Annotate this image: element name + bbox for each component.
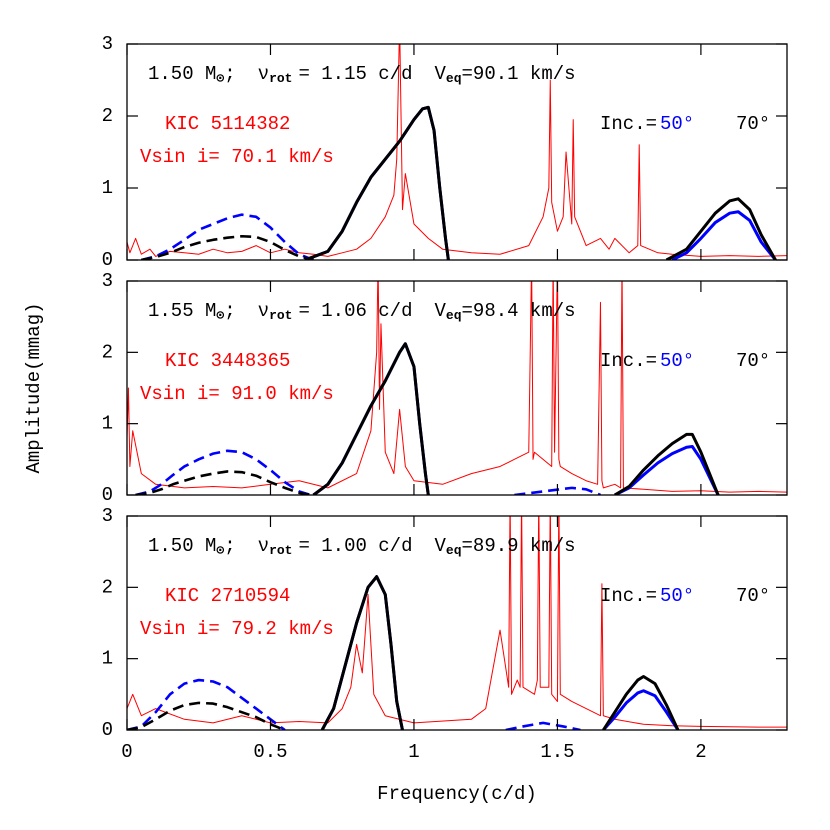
vsini-label: Vsin i= 91.0 km/s: [140, 383, 334, 405]
frame: [126, 43, 788, 261]
annotation-part: V: [435, 63, 447, 85]
y-tick-label: 1: [102, 413, 113, 435]
plot-area: [127, 516, 787, 730]
annotation-part: rot: [269, 308, 292, 323]
legend-title: Inc.=: [600, 585, 657, 607]
annotation-part: =89.9 km/s: [462, 535, 576, 557]
x-tick-label: 0: [121, 741, 132, 763]
annotation-part: ⊙: [216, 71, 224, 86]
annotation-part: 1.50 M: [148, 63, 216, 85]
y-axis-label: Amplitude(mmag): [23, 302, 45, 473]
annotation-part: 1.50 M: [148, 535, 216, 557]
annotation-part: = 1.15 c/d: [298, 63, 412, 85]
annotation-part: =90.1 km/s: [462, 63, 576, 85]
legend-entry: 70°: [736, 350, 770, 372]
x-tick-label: 1.5: [540, 741, 574, 763]
panel: 0 1 2 3 1.50 M⊙; νrot = 1.15 c/d Veq=90.1 km/s K…: [102, 33, 788, 271]
star-name: KIC 3448365: [165, 350, 290, 372]
panel-annotation: 1.50 M⊙; νrot = 1.15 c/d Veq=90.1 km/s: [148, 63, 576, 86]
x-tick-label: 1: [408, 741, 419, 763]
annotation-part: = 1.00 c/d: [298, 535, 412, 557]
legend-title: Inc.=: [600, 113, 657, 135]
annotation-part: ⊙: [216, 543, 224, 558]
annotation-part: ⊙: [216, 308, 224, 323]
annotation-part: eq: [446, 543, 462, 558]
spectrum-line: [127, 44, 787, 257]
x-axis-label: Frequency(c/d): [377, 783, 537, 805]
annotation-part: rot: [269, 543, 292, 558]
panel: 0 1 2 3 0 0.5 1 1.5 2 1.50 M⊙; νrot = 1.00 c/d Veq=8…: [102, 505, 788, 763]
annotation-part: eq: [446, 71, 462, 86]
legend-entry: 70°: [736, 585, 770, 607]
y-tick-label: 1: [102, 648, 113, 670]
annotation-part: ν: [258, 63, 269, 85]
plot-area: [127, 44, 787, 260]
annotation-part: 1.55 M: [148, 300, 216, 322]
annotation-part: ν: [258, 535, 269, 557]
annotation-part: ν: [258, 300, 269, 322]
panel-annotation: 1.50 M⊙; νrot = 1.00 c/d Veq=89.9 km/s: [148, 535, 576, 558]
y-tick-label: 2: [102, 576, 113, 598]
panel: 0 1 2 3 1.55 M⊙; νrot = 1.06 c/d Veq=98.4 km/s K…: [102, 270, 788, 506]
legend-entry: 50°: [660, 350, 694, 372]
annotation-part: V: [435, 535, 447, 557]
annotation-part: ;: [224, 535, 235, 557]
y-tick-label: 2: [102, 105, 113, 127]
y-tick-label: 0: [102, 484, 113, 506]
model-curve: [320, 575, 680, 730]
y-tick-label: 0: [102, 249, 113, 271]
spectrum-line: [127, 516, 787, 728]
x-tick-label: 2: [695, 741, 706, 763]
y-tick-label: 3: [102, 33, 113, 55]
frame: [126, 280, 788, 496]
x-tick-label: 0.5: [253, 741, 287, 763]
dashed-model-curve: [135, 470, 311, 495]
model-curve: [304, 105, 777, 260]
panel-annotation: 1.55 M⊙; νrot = 1.06 c/d Veq=98.4 km/s: [148, 300, 576, 323]
star-name: KIC 5114382: [165, 113, 290, 135]
legend-entry: 50°: [660, 585, 694, 607]
y-tick-label: 3: [102, 270, 113, 292]
annotation-part: rot: [269, 71, 292, 86]
legend-entry: 50°: [660, 113, 694, 135]
annotation-part: ;: [224, 63, 235, 85]
model-curve: [312, 342, 720, 495]
annotation-part: V: [435, 300, 447, 322]
vsini-label: Vsin i= 70.1 km/s: [140, 146, 334, 168]
y-tick-label: 1: [102, 177, 113, 199]
y-tick-label: 3: [102, 505, 113, 527]
annotation-part: eq: [446, 308, 462, 323]
annotation-part: = 1.06 c/d: [298, 300, 412, 322]
vsini-label: Vsin i= 79.2 km/s: [140, 618, 334, 640]
y-tick-label: 2: [102, 341, 113, 363]
legend-title: Inc.=: [600, 350, 657, 372]
plot-area: [127, 281, 787, 495]
dashed-model-curve: [141, 234, 314, 260]
frame: [126, 515, 788, 731]
annotation-part: =98.4 km/s: [462, 300, 576, 322]
annotation-part: ;: [224, 300, 235, 322]
dashed-model-curve: [135, 449, 601, 495]
dashed-model-curve: [127, 701, 286, 730]
legend-entry: 70°: [736, 113, 770, 135]
star-name: KIC 2710594: [165, 585, 290, 607]
y-tick-label: 0: [102, 719, 113, 741]
dashed-model-curve: [127, 678, 581, 730]
